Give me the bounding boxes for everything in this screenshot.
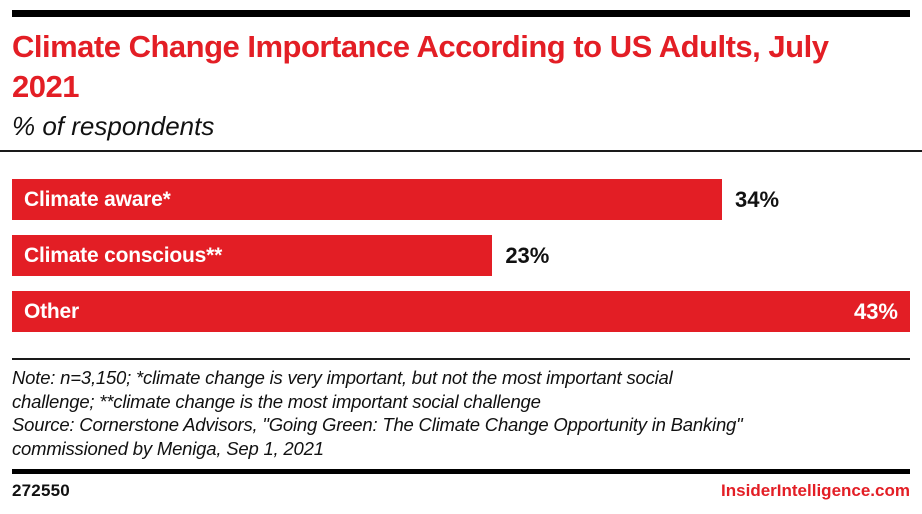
bar-row: Other 43% — [12, 291, 910, 332]
bar-value: 43% — [853, 298, 898, 324]
footer-rule — [12, 469, 910, 474]
source-line: Source: Cornerstone Advisors, "Going Gre… — [12, 414, 743, 435]
footer: 272550 InsiderIntelligence.com — [12, 481, 910, 501]
bar: Other 43% — [12, 291, 910, 332]
note-line: Note: n=3,150; *climate change is very i… — [12, 367, 673, 388]
top-rule — [12, 10, 910, 17]
note-line: challenge; **climate change is the most … — [12, 390, 541, 412]
header-divider — [0, 150, 922, 152]
bar-label: Climate conscious** — [24, 243, 223, 267]
bar-value: 34% — [735, 186, 780, 212]
bar-label: Other — [24, 299, 80, 323]
bar-value: 23% — [505, 242, 550, 268]
chart-id: 272550 — [12, 481, 70, 500]
site-link[interactable]: InsiderIntelligence.com — [721, 481, 910, 500]
bar-row: Climate conscious** 23% — [12, 235, 910, 276]
bar-chart: Climate aware* 34% Climate conscious** 23% O… — [12, 179, 910, 332]
note-text: Note: n=3,150; *climate change is very i… — [12, 366, 910, 460]
bar-label: Climate aware* — [24, 187, 171, 211]
chart-title: Climate Change Importance According to U… — [12, 29, 829, 104]
chart-subtitle: % of respondents — [12, 111, 215, 141]
note-divider — [12, 358, 910, 360]
bar: Climate aware* — [12, 179, 723, 220]
source-line: commissioned by Meniga, Sep 1, 2021 — [12, 437, 324, 459]
bar: Climate conscious** — [12, 235, 493, 276]
bar-row: Climate aware* 34% — [12, 179, 910, 220]
